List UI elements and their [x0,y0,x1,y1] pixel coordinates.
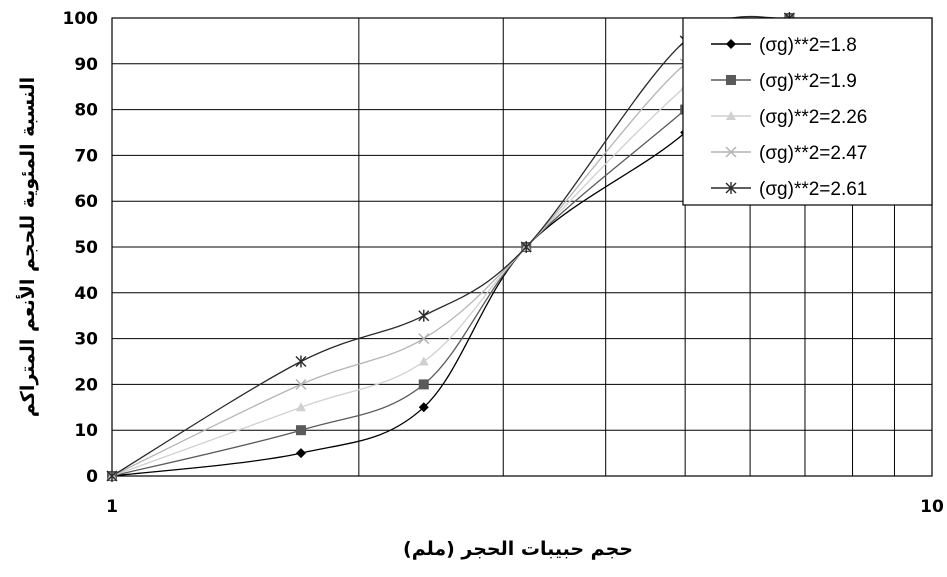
legend-box [682,17,933,206]
x-tick-label: 1 [106,497,118,517]
data-point-square [295,425,306,436]
data-point-x [418,333,430,345]
legend-marker [725,182,737,194]
legend-marker [726,39,736,49]
y-tick-label: 60 [74,192,98,212]
data-point-diamond [295,448,306,459]
y-tick-label: 20 [74,375,98,395]
x-axis-label: حجم حبيبات الحجر (ملم) [403,538,633,560]
y-tick-label: 0 [86,467,98,487]
y-tick-label: 30 [74,330,98,350]
legend-item: (σg)**2=2.47 [711,143,867,164]
y-tick-labels: 0 10 20 30 40 50 60 70 80 90 100 [63,9,99,487]
data-point-square [418,379,429,390]
y-axis-label: النسبة المئوية للحجم الأنعم المتراكم [16,77,39,417]
data-point-star [106,470,118,482]
y-tick-label: 80 [74,101,98,121]
legend-marker [726,111,736,120]
legend-label: (σg)**2=1.8 [759,35,857,56]
legend-item: (σg)**2=2.61 [711,179,867,200]
x-tick-label: 10 [920,497,944,517]
y-tick-label: 90 [74,55,98,75]
legend: (σg)**2=1.8 (σg)**2=1.9 (σg)**2=2.26 (σg)**… [682,17,933,206]
data-point-star [295,355,307,368]
y-tick-label: 10 [74,421,98,441]
data-point-triangle [295,402,306,412]
legend-item: (σg)**2=2.26 [711,107,867,128]
data-point-star [520,241,532,253]
data-point-triangle [418,356,429,366]
y-tick-label: 40 [74,284,98,304]
legend-marker [726,75,736,85]
y-tick-label: 50 [74,238,98,258]
legend-item: (σg)**2=1.8 [711,35,857,56]
x-tick-labels: 1 10 [106,497,944,517]
y-tick-label: 70 [74,146,98,166]
data-point-star [418,309,430,322]
y-tick-label: 100 [63,9,99,29]
legend-label: (σg)**2=1.9 [759,71,857,92]
legend-item: (σg)**2=1.9 [711,71,857,92]
data-point-x [295,378,307,390]
legend-label: (σg)**2=2.26 [759,107,867,128]
legend-label: (σg)**2=2.61 [759,179,867,200]
data-point-diamond [418,402,429,413]
legend-marker [725,146,737,158]
legend-label: (σg)**2=2.47 [759,143,867,164]
